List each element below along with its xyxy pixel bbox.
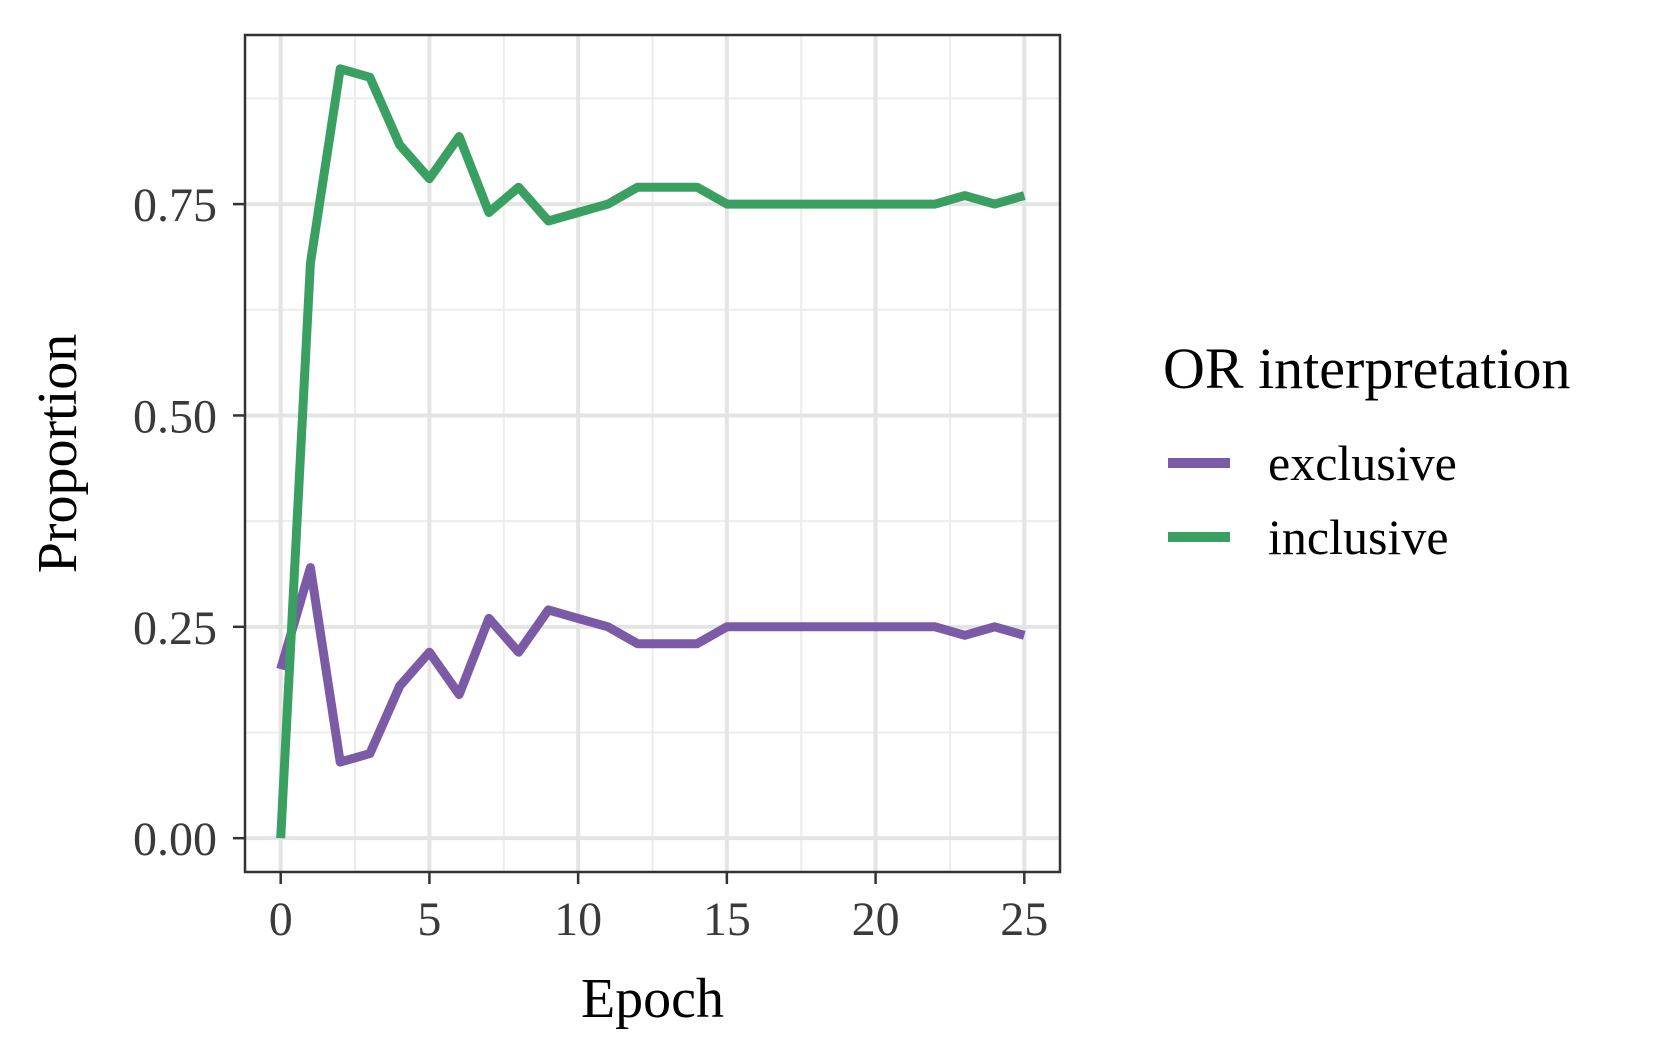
legend: OR interpretation exclusive inclusive — [1163, 336, 1571, 565]
x-axis: 0 5 10 15 20 25 — [269, 872, 1048, 946]
y-axis: 0.00 0.25 0.50 0.75 — [133, 179, 245, 866]
x-tick-label: 25 — [1000, 893, 1048, 946]
x-tick-label: 20 — [852, 893, 900, 946]
series-line-inclusive — [276, 64, 1026, 839]
x-axis-title: Epoch — [581, 968, 724, 1030]
x-tick-label: 5 — [417, 893, 441, 946]
series-lines — [276, 64, 1026, 839]
y-tick-label: 0.50 — [133, 390, 217, 443]
panel-border — [243, 33, 1062, 874]
y-tick-label: 0.25 — [133, 602, 217, 655]
x-tick-label: 15 — [703, 893, 751, 946]
legend-label-exclusive: exclusive — [1268, 435, 1457, 491]
y-tick-label: 0.00 — [133, 813, 217, 866]
series-line-exclusive — [276, 563, 1026, 767]
legend-title: OR interpretation — [1163, 336, 1571, 401]
x-tick-label: 0 — [269, 893, 293, 946]
legend-label-inclusive: inclusive — [1268, 509, 1449, 565]
y-axis-title: Proportion — [27, 334, 89, 574]
x-tick-label: 10 — [554, 893, 602, 946]
plot-area — [243, 33, 1062, 874]
y-tick-label: 0.75 — [133, 179, 217, 232]
